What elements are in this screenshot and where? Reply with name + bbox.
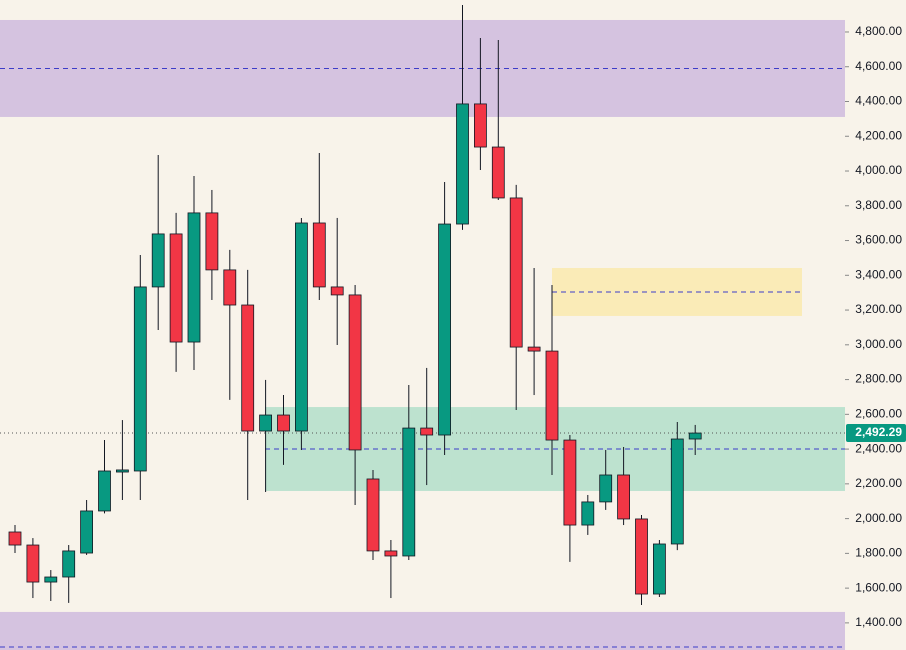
candle-body	[8, 531, 22, 546]
y-tick-label: 3,400.00	[855, 267, 902, 281]
candle-body	[402, 427, 416, 557]
y-tick-label: 4,400.00	[855, 94, 902, 108]
candle-body	[670, 438, 684, 545]
candle-body	[98, 470, 111, 512]
candle-body	[259, 414, 273, 432]
candle-body	[187, 212, 201, 343]
candle-body	[277, 414, 290, 432]
candle-body	[205, 212, 219, 271]
candle-body	[26, 544, 40, 583]
y-tick-label: 4,200.00	[855, 128, 902, 142]
candle-body	[62, 550, 76, 578]
candle-body	[491, 146, 505, 199]
candle-body	[617, 474, 630, 520]
candle-body	[151, 233, 165, 288]
zone	[0, 611, 845, 650]
y-tick-label: 3,800.00	[855, 198, 902, 212]
candle-body	[509, 197, 523, 348]
candle-body	[563, 439, 577, 526]
y-tick-label: 3,000.00	[855, 337, 902, 351]
y-tick-label: 1,800.00	[855, 546, 902, 560]
y-tick-label: 2,000.00	[855, 511, 902, 525]
candle-body	[44, 576, 58, 583]
candle-body	[116, 469, 129, 473]
candle-body	[348, 294, 362, 451]
candle-body	[312, 222, 326, 288]
candle-body	[545, 350, 559, 441]
candle-body	[420, 427, 434, 436]
candle-body	[294, 222, 308, 432]
candle-body	[384, 550, 398, 557]
y-tick-label: 4,000.00	[855, 163, 902, 177]
y-tick-label: 2,600.00	[855, 407, 902, 421]
candle-body	[366, 478, 380, 552]
y-tick-label: 2,800.00	[855, 372, 902, 386]
candle-body	[527, 346, 541, 352]
price-axis: 1,400.00 1,600.00 1,800.00 2,000.00 2,200.00…	[845, 24, 906, 629]
candle-body	[635, 518, 648, 595]
candle-body	[456, 103, 469, 225]
y-tick-label: 3,600.00	[855, 233, 902, 247]
candle-body	[599, 474, 613, 503]
candle-body	[133, 286, 147, 472]
candle-body	[653, 543, 666, 595]
candle-body	[688, 432, 702, 440]
candle-body	[330, 286, 344, 296]
last-price-box	[846, 424, 906, 443]
candle-body	[438, 223, 452, 436]
candle-body	[169, 233, 183, 343]
candle-body	[223, 269, 237, 306]
y-tick-label: 3,200.00	[855, 302, 902, 316]
last-price-label: 2,492.29	[855, 425, 902, 439]
y-tick-label: 1,600.00	[855, 580, 902, 594]
candle-body	[241, 304, 255, 432]
y-tick-label: 1,400.00	[855, 615, 902, 629]
y-tick-label: 2,400.00	[855, 441, 902, 455]
y-tick-label: 4,600.00	[855, 59, 902, 73]
plot-area	[0, 5, 845, 650]
candle-body	[473, 103, 487, 148]
y-tick-label: 2,200.00	[855, 476, 902, 490]
y-tick-label: 4,800.00	[855, 24, 902, 38]
candle-body	[581, 501, 595, 526]
candle-body	[80, 510, 93, 554]
